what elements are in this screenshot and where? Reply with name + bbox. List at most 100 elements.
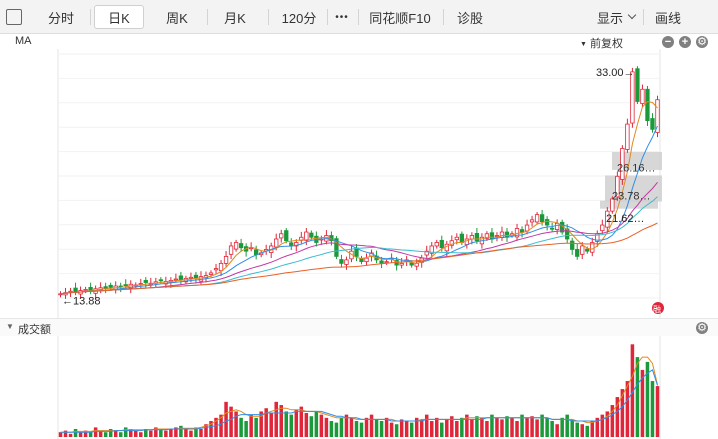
kline-chart[interactable]: 33.00→ ←13.88 26.16… 23.78… 21.62… 融 — [0, 49, 718, 329]
volume-bar — [565, 414, 569, 437]
volume-bar — [139, 432, 143, 437]
candle-body — [504, 231, 510, 238]
tab-monthly-k[interactable]: 月K — [224, 10, 246, 26]
volume-bar — [585, 425, 590, 437]
candle-body — [539, 214, 545, 222]
tab-diagnose[interactable]: 诊股 — [456, 10, 483, 26]
volume-bar — [615, 397, 620, 437]
volume-bar — [409, 422, 414, 437]
volume-bar — [429, 421, 434, 437]
gap-label: 23.78… — [612, 190, 651, 202]
tab-daily-k[interactable]: 日K — [94, 5, 144, 29]
volume-bar — [269, 413, 273, 437]
candle-body — [379, 260, 384, 264]
volume-bar — [560, 417, 564, 437]
volume-bar — [194, 427, 198, 437]
volume-bar — [204, 424, 208, 437]
ma-line — [60, 222, 658, 295]
minus-icon[interactable]: − — [662, 36, 674, 48]
gear-icon[interactable]: ⚙ — [696, 36, 708, 48]
divider — [327, 9, 328, 25]
candle-body — [534, 214, 540, 223]
candle-body — [484, 233, 490, 239]
volume-bar — [324, 417, 329, 437]
ma-line — [60, 125, 658, 295]
volume-bar — [630, 344, 635, 437]
volume-bar — [640, 369, 645, 437]
divider — [643, 9, 644, 25]
volume-bar — [113, 430, 118, 437]
volume-bar — [520, 414, 524, 437]
gap-label: 26.16… — [617, 163, 656, 175]
volume-bar — [169, 429, 173, 437]
volume-bar — [68, 433, 73, 437]
volume-bar — [485, 421, 489, 437]
candle-body — [519, 229, 525, 233]
candle-body — [625, 123, 630, 150]
tab-weekly-k[interactable]: 周K — [166, 10, 188, 26]
candles — [58, 66, 660, 299]
volume-bar — [535, 419, 539, 437]
volume-bar — [63, 430, 68, 437]
chevron-down-icon — [627, 10, 637, 20]
volume-bar — [445, 419, 449, 437]
volume-bar — [450, 416, 454, 437]
candle-body — [213, 268, 219, 271]
period-toolbar: 分时 日K 周K 月K 120分 ••• 同花顺F10 诊股 显示 画线 — [0, 0, 718, 34]
draw-line-button[interactable]: 画线 — [654, 10, 681, 26]
expand-icon[interactable] — [6, 9, 22, 25]
volume-bar — [510, 417, 514, 437]
tab-120-min[interactable]: 120分 — [281, 10, 317, 26]
volume-bar — [475, 416, 479, 437]
adjust-dropdown[interactable]: ▼ 前复权 — [580, 35, 623, 51]
volume-bar — [404, 421, 409, 437]
divider — [207, 9, 208, 25]
gear-icon[interactable]: ⚙ — [696, 322, 708, 334]
candle-body — [640, 88, 645, 104]
candle-body — [173, 278, 179, 281]
volume-bar — [655, 386, 660, 437]
candle-body — [284, 230, 289, 242]
volume-bar — [128, 429, 133, 437]
volume-bar — [334, 422, 339, 437]
candle-body — [434, 242, 439, 247]
candle-body — [339, 259, 344, 264]
more-periods-button[interactable]: ••• — [335, 11, 349, 23]
volume-bar — [500, 419, 504, 437]
candle-body — [143, 280, 148, 283]
candle-body — [494, 235, 500, 237]
display-menu-button[interactable]: 显示 — [590, 5, 642, 29]
volume-triangle-icon[interactable]: ▼ — [6, 322, 14, 331]
volume-bar — [339, 417, 344, 437]
volume-bar — [264, 408, 268, 437]
volume-bars — [58, 344, 660, 437]
candle-body — [439, 239, 444, 249]
candle-body — [459, 233, 464, 243]
indicator-label[interactable]: MA — [15, 35, 32, 47]
volume-bar — [304, 413, 309, 437]
volume-bar — [605, 411, 610, 437]
divider — [268, 9, 269, 25]
volume-bar — [515, 421, 519, 437]
volume-bar — [78, 432, 83, 437]
volume-bar — [575, 422, 579, 437]
candle-body — [650, 118, 655, 130]
volume-chart[interactable] — [0, 336, 718, 439]
plus-icon[interactable]: + — [679, 36, 691, 48]
candle-body — [575, 249, 580, 257]
volume-bar — [214, 417, 218, 437]
volume-bar — [344, 414, 349, 437]
volume-bar — [314, 411, 319, 437]
volume-title[interactable]: 成交额 — [18, 324, 51, 336]
volume-bar — [359, 422, 364, 437]
ma-line — [60, 100, 658, 295]
tab-f10[interactable]: 同花顺F10 — [369, 10, 431, 26]
volume-bar — [419, 419, 424, 437]
candle-body — [585, 248, 590, 252]
volume-bar — [58, 432, 63, 437]
tab-timeshare[interactable]: 分时 — [47, 10, 74, 26]
volume-bar — [465, 414, 469, 437]
candle-body — [108, 284, 113, 288]
volume-bar — [384, 417, 389, 437]
volume-bar — [299, 406, 304, 437]
